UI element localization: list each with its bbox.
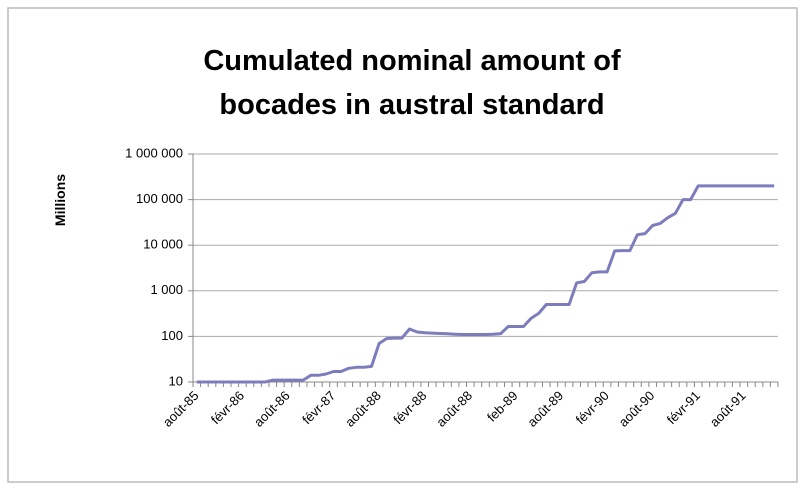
line-series xyxy=(196,184,775,384)
y-tick-label: 100 xyxy=(161,328,183,343)
y-tick-label: 10 000 xyxy=(143,237,183,252)
y-tick-label: 100 000 xyxy=(136,191,183,206)
y-tick-label: 10 xyxy=(169,373,183,388)
chart-title: Cumulated nominal amount of xyxy=(203,45,621,77)
y-axis-label: Millions xyxy=(52,174,68,226)
y-tick-label: 1 000 xyxy=(150,282,183,297)
y-tick-label: 1 000 000 xyxy=(125,145,183,160)
chart-title: bocades in austral standard xyxy=(219,89,604,121)
